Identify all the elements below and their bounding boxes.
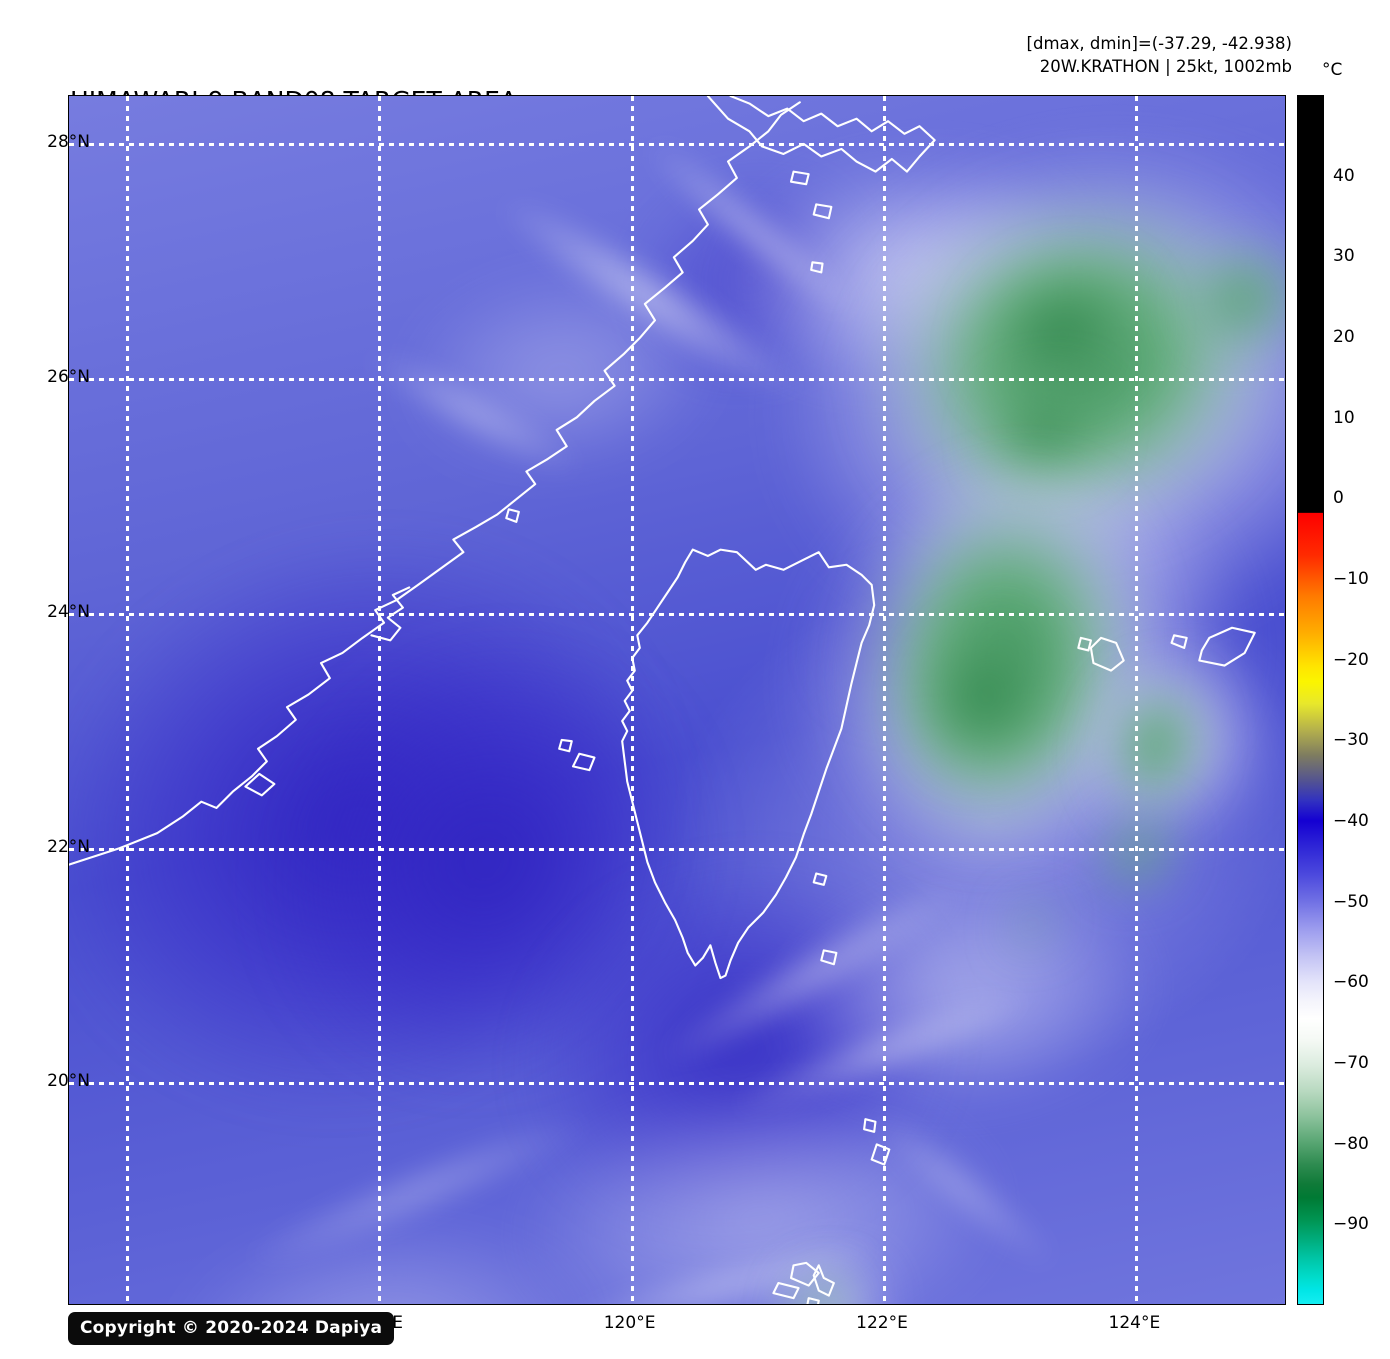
colorbar-tick-m80: −80 bbox=[1333, 1133, 1369, 1154]
colorbar-tick-m10: −10 bbox=[1333, 569, 1369, 590]
colorbar-tick-30: 30 bbox=[1333, 246, 1355, 267]
copyright-badge: Copyright © 2020-2024 Dapiya bbox=[68, 1312, 395, 1345]
ytick-label-26N: 26°N bbox=[47, 366, 90, 387]
gridline-lat-20 bbox=[69, 1082, 1285, 1086]
ytick-label-24N: 24°N bbox=[47, 601, 90, 622]
colorbar-tick-m20: −20 bbox=[1333, 649, 1369, 670]
gridline-lat-26 bbox=[69, 377, 1285, 381]
ytick-label-28N: 28°N bbox=[47, 131, 90, 152]
xtick-label-122E: 122°E bbox=[856, 1313, 908, 1333]
gridline-lat-24 bbox=[69, 612, 1285, 616]
xtick-label-124E: 124°E bbox=[1108, 1313, 1161, 1333]
colorbar-tick-10: 10 bbox=[1333, 407, 1355, 428]
colorbar-unit-label: °C bbox=[1322, 60, 1343, 80]
colorbar[interactable] bbox=[1297, 95, 1324, 1305]
gridline-lon-122 bbox=[883, 96, 886, 1304]
gridline-lon-124 bbox=[1135, 96, 1139, 1304]
colorbar-tick-m60: −60 bbox=[1333, 972, 1369, 993]
ytick-label-22N: 22°N bbox=[47, 836, 90, 857]
colorbar-tick-20: 20 bbox=[1333, 327, 1355, 348]
storm-info-label: 20W.KRATHON | 25kt, 1002mb bbox=[1039, 57, 1292, 76]
gridline-lon-116 bbox=[125, 96, 129, 1304]
colorbar-tick-0: 0 bbox=[1333, 488, 1344, 509]
colorbar-tick-m50: −50 bbox=[1333, 891, 1369, 912]
colorbar-tick-m30: −30 bbox=[1333, 730, 1369, 751]
gridline-lat-28 bbox=[69, 142, 1285, 146]
plot-inner bbox=[69, 96, 1285, 1304]
brightness-temperature-field bbox=[69, 96, 1285, 1304]
data-range-label: [dmax, dmin]=(-37.29, -42.938) bbox=[1026, 34, 1292, 53]
gridline-lon-118 bbox=[378, 96, 382, 1304]
colorbar-tick-m90: −90 bbox=[1333, 1214, 1369, 1235]
gridline-lon-120 bbox=[630, 96, 634, 1304]
xtick-label-120E: 120°E bbox=[603, 1313, 656, 1333]
satellite-swath bbox=[69, 96, 1285, 1304]
colorbar-tick-m40: −40 bbox=[1333, 811, 1369, 832]
colorbar-tick-m70: −70 bbox=[1333, 1053, 1369, 1074]
satellite-image-plot[interactable] bbox=[68, 95, 1286, 1305]
gridline-lat-22 bbox=[69, 847, 1285, 851]
ytick-label-20N: 20°N bbox=[47, 1071, 90, 1092]
metadata-block: [dmax, dmin]=(-37.29, -42.938) 20W.KRATH… bbox=[1027, 32, 1292, 78]
colorbar-tick-40: 40 bbox=[1333, 165, 1355, 186]
